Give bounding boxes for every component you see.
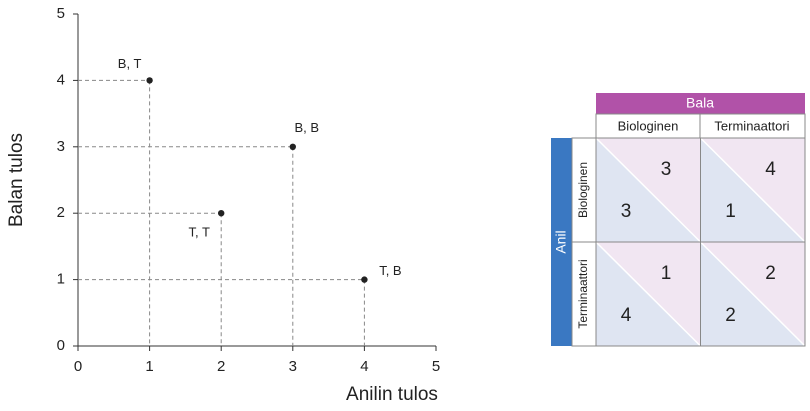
x-tick-label: 4 bbox=[360, 358, 368, 375]
y-tick-label: 3 bbox=[57, 138, 65, 155]
y-axis-label: Balan tulos bbox=[6, 133, 27, 227]
column-player-bar bbox=[596, 93, 805, 114]
row-header: Terminaattori bbox=[576, 259, 590, 328]
x-tick-label: 5 bbox=[432, 358, 440, 375]
cell-diagonal bbox=[595, 241, 702, 347]
y-tick-label: 2 bbox=[57, 204, 65, 221]
anil-payoff: 4 bbox=[621, 305, 632, 326]
point-label: B, T bbox=[118, 56, 142, 71]
point bbox=[289, 143, 296, 150]
point-label: T, T bbox=[188, 225, 209, 240]
point-label: T, B bbox=[379, 263, 401, 278]
y-tick-label: 4 bbox=[57, 71, 65, 88]
x-tick-label: 0 bbox=[74, 358, 82, 375]
x-tick-label: 3 bbox=[289, 358, 297, 375]
bala-payoff: 3 bbox=[661, 159, 672, 180]
bala-payoff: 1 bbox=[661, 263, 672, 284]
bala-payoff: 4 bbox=[765, 159, 776, 180]
x-tick-label: 1 bbox=[145, 358, 153, 375]
y-tick-label: 1 bbox=[57, 271, 65, 288]
cell-diagonal bbox=[699, 137, 806, 243]
point bbox=[361, 276, 368, 283]
cell-diagonal bbox=[595, 137, 702, 243]
anil-payoff: 3 bbox=[621, 201, 632, 222]
x-axis-label: Anilin tulos bbox=[346, 384, 438, 405]
anil-payoff: 2 bbox=[725, 305, 736, 326]
cell-diagonal bbox=[699, 241, 806, 347]
row-player-bar bbox=[551, 138, 572, 346]
cell-border bbox=[700, 241, 806, 347]
anil-payoff: 1 bbox=[725, 201, 736, 222]
x-tick-label: 2 bbox=[217, 358, 225, 375]
row-player: Anil bbox=[553, 230, 569, 253]
point-label: B, B bbox=[295, 120, 320, 135]
bala-payoff: 2 bbox=[765, 263, 776, 284]
column-player: Bala bbox=[686, 95, 714, 111]
point bbox=[218, 210, 225, 217]
column-header: Terminaattori bbox=[714, 118, 789, 133]
row-header: Biologinen bbox=[576, 162, 590, 218]
column-header: Biologinen bbox=[618, 118, 679, 133]
point bbox=[146, 77, 153, 84]
y-tick-label: 5 bbox=[57, 5, 65, 22]
y-tick-label: 0 bbox=[57, 337, 65, 354]
